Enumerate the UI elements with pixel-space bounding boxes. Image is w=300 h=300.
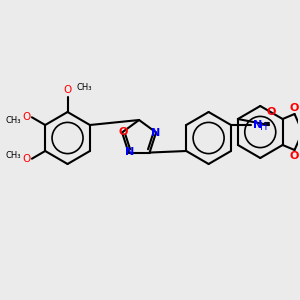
Text: N: N bbox=[152, 128, 161, 138]
Text: O: O bbox=[290, 103, 299, 113]
Text: O: O bbox=[23, 154, 31, 164]
Text: CH₃: CH₃ bbox=[5, 151, 21, 160]
Text: CH₃: CH₃ bbox=[76, 82, 92, 91]
Text: O: O bbox=[266, 107, 275, 117]
Text: H: H bbox=[260, 122, 267, 132]
Text: N: N bbox=[125, 147, 134, 157]
Text: O: O bbox=[63, 85, 72, 94]
Text: O: O bbox=[23, 112, 31, 122]
Text: N: N bbox=[253, 120, 262, 130]
Text: O: O bbox=[290, 151, 299, 161]
Text: O: O bbox=[118, 128, 128, 137]
Text: CH₃: CH₃ bbox=[5, 116, 21, 125]
